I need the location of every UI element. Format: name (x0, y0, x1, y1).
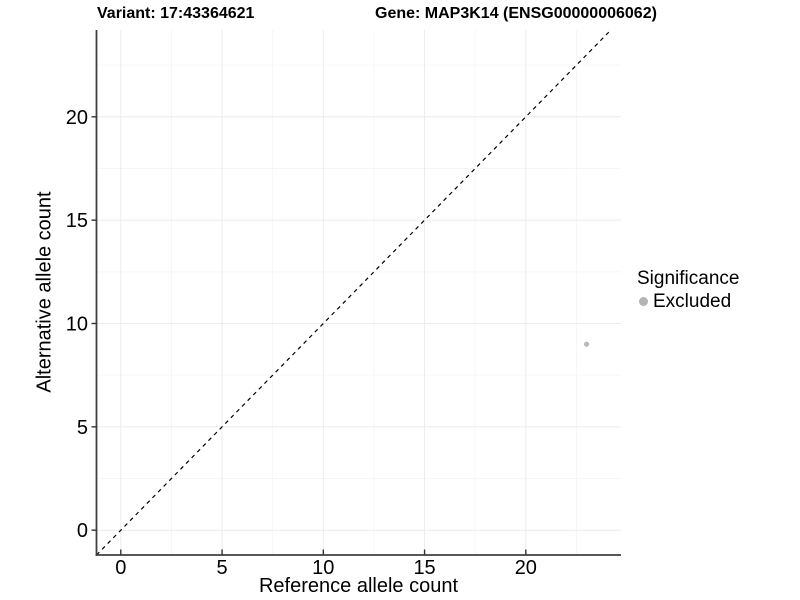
legend-item-excluded: Excluded (637, 291, 739, 312)
x-axis-title: Reference allele count (258, 575, 458, 597)
x-tick-label: 0 (115, 557, 126, 579)
data-point-excluded (583, 341, 590, 347)
y-tick-label: 0 (77, 520, 88, 542)
y-tick-label: 5 (77, 417, 88, 439)
y-axis-title: Alternative allele count (33, 191, 56, 393)
legend-title: Significance (637, 268, 740, 289)
gene-title: Gene: MAP3K14 (ENSG00000006062) (375, 5, 657, 22)
y-tick-label: 20 (66, 107, 88, 129)
identity-line (96, 29, 612, 556)
variant-title: Variant: 17:43364621 (97, 5, 255, 22)
y-tick-label: 10 (66, 314, 88, 336)
x-tick-label: 5 (216, 557, 227, 579)
legend-item-label: Excluded (653, 291, 732, 312)
y-tick-label: 15 (66, 210, 88, 232)
x-tick-label: 20 (515, 557, 537, 579)
x-tick-label: 15 (413, 557, 435, 579)
x-tick-label: 10 (312, 557, 334, 579)
legend-key-dot-icon (639, 297, 648, 306)
legend: Significance Excluded (637, 268, 739, 312)
